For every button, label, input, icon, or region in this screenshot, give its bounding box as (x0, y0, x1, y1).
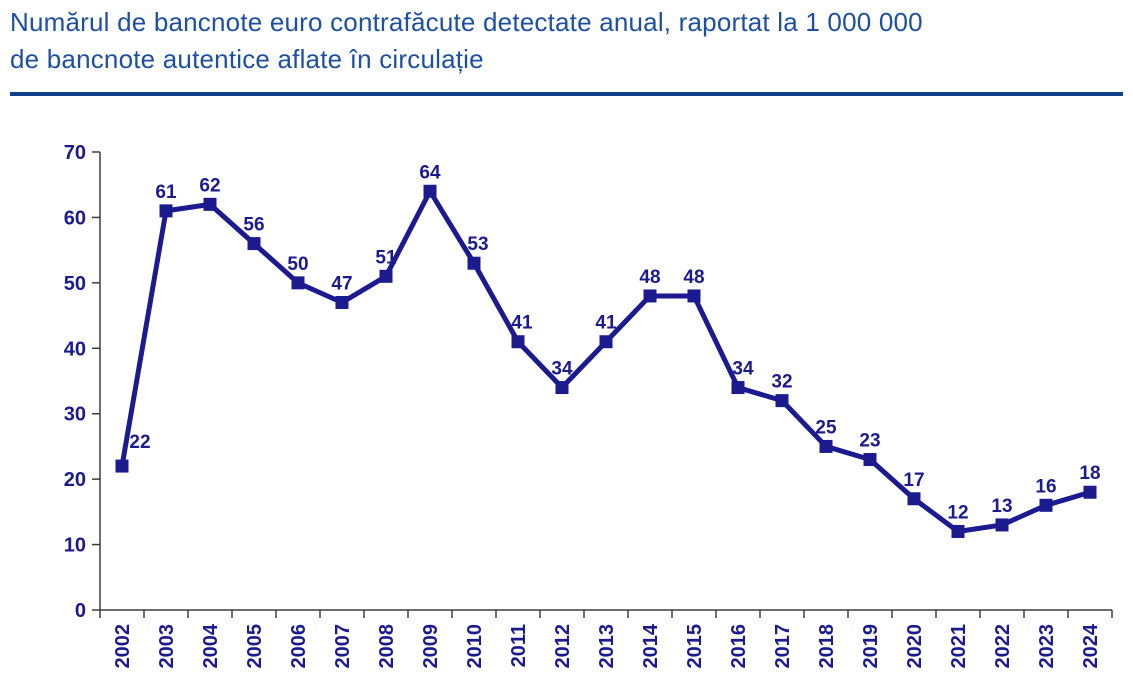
x-axis-year-label: 2018 (816, 624, 838, 669)
data-label-2011: 41 (511, 313, 533, 334)
y-axis-tick-label: 70 (64, 142, 86, 164)
x-axis-year-label: 2019 (860, 624, 882, 669)
data-point-2023 (1039, 498, 1053, 512)
data-point-2024 (1083, 485, 1097, 499)
x-axis-year-label: 2013 (596, 624, 618, 669)
data-label-2012: 34 (551, 359, 573, 380)
data-label-2018: 25 (815, 417, 837, 438)
data-label-2024: 18 (1079, 463, 1100, 484)
x-axis-year-label: 2022 (992, 624, 1014, 669)
y-axis-tick-label: 50 (64, 273, 86, 295)
data-point-2007 (335, 295, 349, 309)
x-axis-year-label: 2006 (288, 624, 310, 669)
y-axis-tick-label: 10 (64, 535, 86, 557)
data-label-2010: 53 (467, 234, 488, 255)
data-point-2015 (687, 289, 701, 303)
y-axis-tick-label: 60 (64, 207, 86, 229)
data-label-2009: 64 (419, 162, 441, 183)
chart-title-line-2: de bancnote autentice aflate în circulaț… (10, 44, 484, 74)
data-point-2016 (731, 381, 745, 395)
data-point-2022 (995, 518, 1009, 532)
data-label-2019: 23 (859, 431, 880, 452)
data-point-2012 (555, 381, 569, 395)
x-axis-year-label: 2016 (728, 624, 750, 669)
x-axis-year-label: 2012 (552, 624, 574, 669)
data-point-2008 (379, 269, 393, 283)
y-axis-tick-label: 20 (64, 469, 86, 491)
y-axis-tick-label: 0 (75, 600, 86, 622)
x-axis-year-label: 2015 (684, 624, 706, 669)
data-label-2013: 41 (595, 313, 617, 334)
data-point-2011 (511, 335, 525, 349)
data-label-2007: 47 (331, 273, 352, 294)
x-axis-year-label: 2004 (200, 623, 222, 668)
data-point-2005 (247, 237, 261, 251)
data-label-2020: 17 (903, 470, 924, 491)
x-axis-year-label: 2008 (376, 624, 398, 669)
data-point-2004 (203, 197, 217, 211)
x-axis-year-label: 2020 (904, 624, 926, 669)
x-axis-year-label: 2007 (332, 624, 354, 669)
data-point-2018 (819, 439, 833, 453)
data-label-2006: 50 (287, 254, 308, 275)
data-point-2002 (115, 459, 129, 473)
y-axis-tick-label: 30 (64, 404, 86, 426)
line-chart-area: 0 10 20 30 40 50 60 70 2002 2003 2004 2005 2006 2007 2… (0, 130, 1133, 681)
data-label-2022: 13 (991, 496, 1012, 517)
x-axis-year-label: 2005 (244, 624, 266, 669)
x-axis-year-label: 2023 (1036, 624, 1058, 669)
chart-title: Numărul de bancnote euro contrafăcute de… (10, 4, 1125, 78)
x-axis-year-label: 2014 (640, 623, 662, 668)
data-point-2021 (951, 524, 965, 538)
data-point-2017 (775, 394, 789, 408)
data-label-2004: 62 (199, 175, 220, 196)
data-point-2006 (291, 276, 305, 290)
data-label-2014: 48 (639, 267, 660, 288)
data-point-2003 (159, 204, 173, 218)
data-label-2016: 34 (732, 359, 754, 380)
data-label-2003: 61 (155, 182, 177, 203)
data-point-2020 (907, 492, 921, 506)
chart-canvas: 0 10 20 30 40 50 60 70 2002 2003 2004 2005 2006 2007 2… (64, 142, 1113, 669)
data-label-2023: 16 (1035, 476, 1056, 497)
x-axis-year-label: 2017 (772, 624, 794, 669)
y-axis-tick-label: 40 (64, 338, 86, 360)
series-line (119, 188, 1093, 534)
data-point-2013 (599, 335, 613, 349)
data-point-2019 (863, 453, 877, 467)
x-axis-year-label: 2003 (156, 624, 178, 669)
x-axis-year-label: 2011 (508, 624, 530, 667)
data-label-2008: 51 (375, 247, 397, 268)
chart-title-line-1: Numărul de bancnote euro contrafăcute de… (10, 7, 923, 37)
data-label-2015: 48 (683, 267, 704, 288)
x-axis-year-label: 2024 (1080, 623, 1102, 668)
data-point-2010 (467, 256, 481, 270)
x-axis-year-label: 2021 (948, 624, 970, 669)
data-label-2002: 22 (129, 432, 150, 453)
x-axis-year-label: 2009 (420, 624, 442, 669)
data-label-2021: 12 (947, 502, 968, 523)
data-point-2009 (423, 184, 437, 198)
data-point-2014 (643, 289, 657, 303)
data-label-2017: 32 (771, 372, 792, 393)
x-axis-year-label: 2002 (112, 624, 134, 669)
x-axis-year-label: 2010 (464, 624, 486, 669)
title-divider-rule (10, 92, 1123, 96)
data-label-2005: 56 (243, 215, 264, 236)
